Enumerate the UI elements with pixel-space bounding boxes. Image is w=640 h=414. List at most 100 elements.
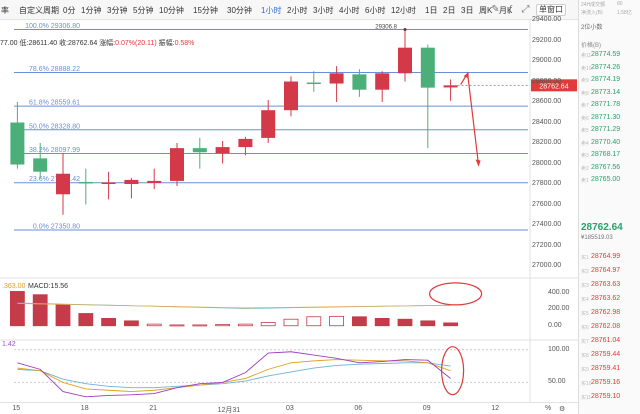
bid-row[interactable]: 买3 28763.63 [581,281,621,289]
bid-row[interactable]: 买8 28759.44 [581,351,621,359]
candle-body [443,85,458,88]
ask-row[interactable]: 卖10 28774.26 [581,63,621,72]
interval-tab[interactable]: 1分钟 [81,6,102,15]
candle-body [375,73,390,90]
interval-tab[interactable]: 周K [479,6,493,15]
low-value: 28611.40 [28,40,58,47]
macd-histogram-bar [146,323,162,327]
macd-histogram-bar [237,323,253,327]
candle-body [215,147,230,154]
bid-row[interactable]: 买7 28761.04 [581,337,621,345]
log-scale-icon[interactable]: ⚙ [559,406,566,413]
interval-tab[interactable]: 1小时 [261,6,282,15]
interval-tab[interactable]: 3分钟 [107,6,128,15]
depth-select[interactable]: 2位小数 [581,25,603,31]
fib-level-label: 61.8% 28559.61 [29,100,80,107]
macd-histogram-bar [101,317,116,327]
interval-tab[interactable]: 月K [499,6,513,15]
price-axis-tick: 28400.00 [532,118,562,126]
interval-tab[interactable]: 10分钟 [159,6,184,15]
fib-level-label: 100.0% 29306.80 [25,23,80,30]
macd-histogram-bar [329,315,345,327]
ask-row[interactable]: 卖7 28771.78 [581,101,621,109]
fib-level-label: 0.0% 27350.80 [33,224,80,231]
percent-scale-icon[interactable]: % [545,405,552,412]
kdj-param-label: 1.42 [2,341,16,348]
macd-dea-line [17,303,451,309]
single-window-button[interactable]: 单窗口 [536,4,566,16]
bid-row[interactable]: 买4 28763.62 [581,295,621,303]
ask-row[interactable]: 卖11 28774.59 [581,51,621,59]
bid-row[interactable]: 买6 28762.08 [581,323,621,331]
forecast-arrowhead [475,159,481,167]
price-axis-tick: 28000.00 [532,159,562,167]
interval-tab[interactable]: 12小时 [391,6,416,15]
interval-tab[interactable]: 6小时 [365,6,386,15]
indicator-icon[interactable]: ƒ [507,4,514,15]
time-axis: 15 18 21 12月31 03 06 09 12% ⚙ [0,402,578,414]
bid-row[interactable]: 买2 28764.97 [581,267,621,275]
price-axis-tick: 28600.00 [532,98,562,105]
macd-histogram-bar [374,317,390,327]
price-axis: 29400.00 29200.00 29000.00 28800.00 28600.00… [530,16,578,400]
macd-histogram-bar [260,322,276,327]
custom-period-button[interactable]: 自定义周期 [19,6,59,15]
candle-body [78,181,93,184]
interval-tab[interactable]: 15分钟 [193,6,218,15]
price-axis-tick: 27000.00 [532,262,562,269]
candle-body [170,148,184,181]
kdj-k-line [17,351,451,398]
time-axis-tick: 15 [12,405,21,412]
interval-tab[interactable]: 3小时 [313,6,334,15]
candle-body [33,158,48,172]
interval-tab[interactable]: 5分钟 [133,6,154,15]
price-axis-tick: 27400.00 [532,221,562,228]
candle-body [192,148,207,153]
turnover-label: 24H成交额 [581,2,606,8]
interval-tab[interactable]: 3日 [461,6,474,15]
ask-row[interactable]: 卖2 28767.56 [581,163,621,172]
bid-row[interactable]: 买9 28759.41 [581,365,621,373]
peak-marker [403,28,407,32]
macd-histogram-bar [420,320,436,327]
fullscreen-icon[interactable]: ⤢ [521,4,530,15]
ask-row[interactable]: 卖8 28773.14 [581,88,621,97]
fib-level-label: 23.6% 27812.42 [29,176,80,183]
interval-tab[interactable]: 2日 [443,6,456,15]
ask-row[interactable]: 卖4 28770.40 [581,138,621,147]
macd-histogram-bar [397,318,413,327]
candle-body [56,173,70,195]
time-axis-tick: 06 [354,405,363,412]
price-axis-tick: 28800.00 [532,77,562,85]
candle-body [261,110,276,138]
time-axis-tick: 21 [149,405,157,412]
last-price-cny: ¥185519.03 [581,235,613,241]
close-value: 28762.64 [68,40,98,47]
candle-body [420,47,435,88]
draw-icon[interactable]: ✎ [491,4,500,15]
interval-tab[interactable]: 0分 [63,6,76,15]
ask-row[interactable]: 卖1 28765.00 [581,176,621,184]
toolbar: 率 自定义周期 0分 1分钟 3分钟 5分钟 10分钟 15分钟 30分钟 1小时 2小时 3小时 4小… [0,0,578,20]
price-axis-tick: 28200.00 [532,139,562,146]
bid-row[interactable]: 买1 28764.99 [581,253,621,261]
candle-body [124,179,139,184]
current-price-tag-text: 28762.64 [539,83,568,90]
ask-row[interactable]: 卖6 28771.30 [581,113,621,122]
interval-tab[interactable]: 30分钟 [227,6,252,15]
chart-area[interactable]: 100.0% 29306.80 78.6% 28888.22 61.8% 28559… [0,20,578,402]
bid-row[interactable]: 买5 28762.98 [581,309,621,317]
bid-row[interactable]: 买10 28759.16 [581,379,621,387]
amplitude-label: 振幅: [158,40,175,47]
macd-histogram-bar [215,324,231,327]
interval-tab[interactable]: 1日 [425,6,438,15]
ask-row[interactable]: 卖9 28774.19 [581,76,621,84]
interval-tab[interactable]: 4小时 [339,6,360,15]
macd-value-label: MACD:15.56 [28,283,68,290]
macd-histogram-bar [32,294,48,327]
ask-row[interactable]: 卖5 28771.29 [581,126,621,134]
interval-tab[interactable]: 2小时 [287,6,308,15]
bid-row[interactable]: 买11 28759.10 [581,393,621,401]
ask-row[interactable]: 卖3 28768.17 [581,151,621,159]
macd-histogram-bar [169,324,185,327]
